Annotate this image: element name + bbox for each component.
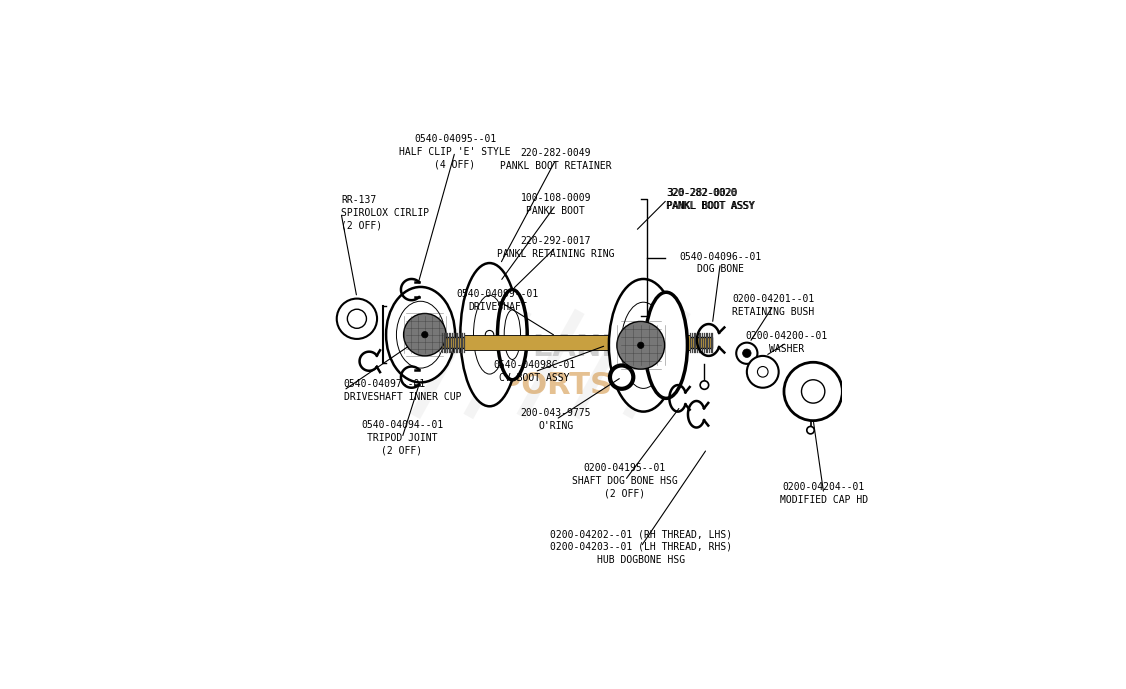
Text: 0200-04204--01
MODIFIED CAP HD: 0200-04204--01 MODIFIED CAP HD: [779, 482, 868, 505]
Circle shape: [807, 426, 814, 434]
Text: 200-043-9775
O'RING: 200-043-9775 O'RING: [520, 408, 591, 431]
Text: 100-108-0009
PANKL BOOT: 100-108-0009 PANKL BOOT: [520, 194, 591, 216]
Ellipse shape: [461, 263, 519, 407]
Text: 0200-04195--01
SHAFT DOG BONE HSG
(2 OFF): 0200-04195--01 SHAFT DOG BONE HSG (2 OFF…: [572, 463, 678, 498]
Circle shape: [485, 331, 494, 339]
Text: 0540-04094--01
TRIPOD JOINT
(2 OFF): 0540-04094--01 TRIPOD JOINT (2 OFF): [360, 420, 444, 456]
Text: 0540-04097--01
DRIVESHAFT INNER CUP: 0540-04097--01 DRIVESHAFT INNER CUP: [343, 379, 462, 402]
Text: 220-292-0017
PANKL RETAINING RING: 220-292-0017 PANKL RETAINING RING: [497, 236, 615, 258]
Ellipse shape: [620, 302, 665, 389]
Bar: [441, 337, 713, 349]
Ellipse shape: [504, 310, 520, 360]
Text: 0540-04099--01
DRIVESHAFT: 0540-04099--01 DRIVESHAFT: [456, 289, 538, 311]
Ellipse shape: [386, 287, 455, 382]
Text: 0200-04201--01
RETAINING BUSH: 0200-04201--01 RETAINING BUSH: [732, 294, 814, 317]
Ellipse shape: [645, 292, 688, 398]
Bar: [464, 336, 690, 350]
Circle shape: [610, 365, 633, 389]
Circle shape: [347, 309, 366, 329]
Text: PIT LANE: PIT LANE: [468, 333, 623, 362]
Circle shape: [736, 342, 758, 364]
Text: 0540-04095--01
HALF CLIP 'E' STYLE
(4 OFF): 0540-04095--01 HALF CLIP 'E' STYLE (4 OF…: [400, 134, 511, 169]
Circle shape: [743, 349, 751, 358]
Circle shape: [802, 380, 825, 403]
Text: 0540-04098C-01
CV BOOT ASSY: 0540-04098C-01 CV BOOT ASSY: [493, 360, 575, 383]
Text: 320-282-0020
PANKL BOOT ASSY: 320-282-0020 PANKL BOOT ASSY: [667, 188, 754, 211]
Circle shape: [403, 313, 446, 356]
Circle shape: [758, 367, 768, 377]
Text: 220-282-0049
PANKL BOOT RETAINER: 220-282-0049 PANKL BOOT RETAINER: [500, 148, 611, 171]
Text: RR-137
SPIROLOX CIRLIP
(2 OFF): RR-137 SPIROLOX CIRLIP (2 OFF): [341, 195, 429, 230]
Text: 0200-04200--01
WASHER: 0200-04200--01 WASHER: [745, 331, 828, 354]
Circle shape: [421, 331, 428, 338]
Text: SPORTS: SPORTS: [477, 371, 613, 400]
Ellipse shape: [474, 296, 506, 374]
Circle shape: [784, 362, 842, 420]
Circle shape: [337, 298, 377, 339]
Circle shape: [617, 321, 664, 369]
Circle shape: [747, 356, 779, 388]
Ellipse shape: [609, 279, 678, 411]
Text: 0540-04096--01
DOG BONE: 0540-04096--01 DOG BONE: [679, 251, 761, 274]
Circle shape: [503, 339, 508, 344]
Circle shape: [637, 342, 644, 349]
Ellipse shape: [396, 301, 445, 368]
Circle shape: [700, 381, 708, 389]
Ellipse shape: [498, 289, 527, 380]
Text: 320-282-0020
PANKL BOOT ASSY: 320-282-0020 PANKL BOOT ASSY: [668, 188, 756, 211]
Text: 0200-04202--01 (RH THREAD, LHS)
0200-04203--01 (LH THREAD, RHS)
HUB DOGBONE HSG: 0200-04202--01 (RH THREAD, LHS) 0200-042…: [549, 529, 732, 565]
